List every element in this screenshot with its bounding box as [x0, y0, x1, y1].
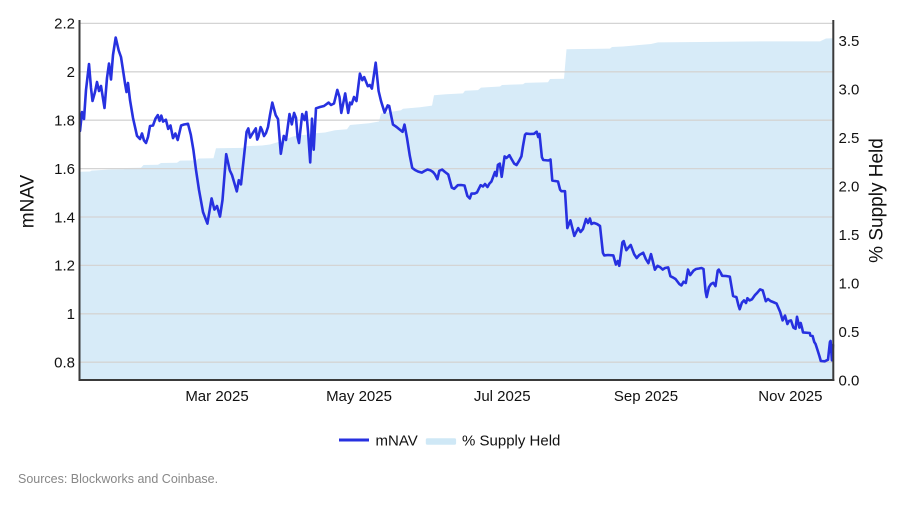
svg-text:0.0: 0.0 [839, 372, 860, 389]
svg-text:Nov 2025: Nov 2025 [758, 388, 822, 405]
svg-text:Sources: Blockworks and Coinba: Sources: Blockworks and Coinbase. [18, 472, 218, 486]
svg-text:2.0: 2.0 [839, 178, 860, 195]
svg-text:Sep 2025: Sep 2025 [614, 388, 678, 405]
svg-text:% Supply Held: % Supply Held [867, 138, 888, 263]
svg-text:1.2: 1.2 [54, 258, 75, 275]
svg-text:1.0: 1.0 [839, 275, 860, 292]
svg-text:0.5: 0.5 [839, 324, 860, 341]
svg-text:2.5: 2.5 [839, 130, 860, 147]
svg-text:mNAV: mNAV [376, 433, 418, 450]
svg-text:1: 1 [67, 306, 75, 323]
svg-text:1.4: 1.4 [54, 209, 75, 226]
svg-text:Mar 2025: Mar 2025 [185, 388, 248, 405]
svg-text:0.8: 0.8 [54, 355, 75, 372]
svg-text:1.6: 1.6 [54, 161, 75, 178]
svg-text:mNAV: mNAV [18, 174, 39, 228]
svg-text:May 2025: May 2025 [326, 388, 392, 405]
svg-text:% Supply Held: % Supply Held [462, 433, 560, 450]
svg-text:2.2: 2.2 [54, 16, 75, 33]
svg-text:1.5: 1.5 [839, 227, 860, 244]
svg-text:Jul 2025: Jul 2025 [474, 388, 531, 405]
svg-text:3.5: 3.5 [839, 33, 860, 50]
svg-text:1.8: 1.8 [54, 113, 75, 130]
svg-text:2: 2 [67, 64, 75, 81]
svg-text:3.0: 3.0 [839, 81, 860, 98]
